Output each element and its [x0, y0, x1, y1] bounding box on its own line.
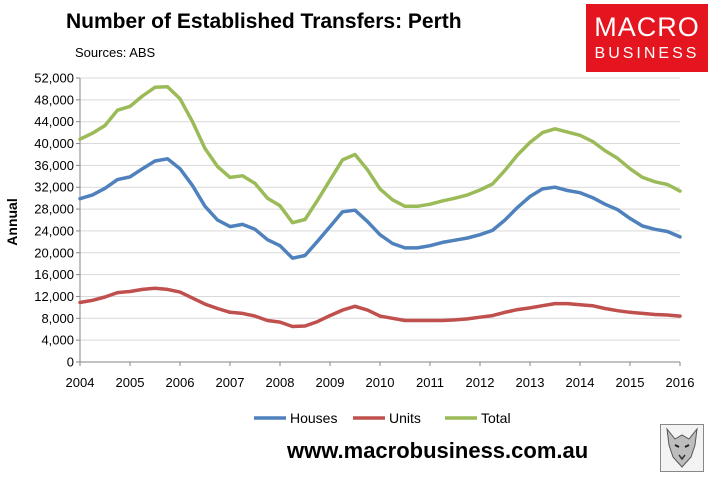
legend-label-houses: Houses [290, 410, 337, 426]
legend-label-units: Units [389, 410, 421, 426]
series-line-houses [78, 157, 682, 260]
legend-label-total: Total [481, 410, 511, 426]
plot-area [80, 78, 680, 362]
x-tick-label: 2008 [266, 375, 295, 390]
series-lines [78, 84, 682, 329]
x-tick-label: 2004 [66, 375, 95, 390]
y-tick-label: 32,000 [34, 180, 74, 195]
x-tick-label: 2012 [466, 375, 495, 390]
chart-title: Number of Established Transfers: Perth [66, 10, 462, 33]
y-tick-label: 12,000 [34, 289, 74, 304]
x-tick-label: 2013 [516, 375, 545, 390]
y-tick-label: 48,000 [34, 92, 74, 107]
y-tick-label: 8,000 [41, 311, 74, 326]
y-tick-label: 16,000 [34, 267, 74, 282]
y-tick-label: 20,000 [34, 245, 74, 260]
y-tick-label: 4,000 [41, 333, 74, 348]
y-axis-label: Annual [4, 198, 20, 245]
y-tick-label: 52,000 [34, 71, 74, 86]
logo-line-2: BUSINESS [594, 45, 700, 62]
x-tick-label: 2010 [366, 375, 395, 390]
x-tick-label: 2005 [116, 375, 145, 390]
series-line-units [78, 286, 682, 329]
macrobusiness-logo: MACRO BUSINESS [586, 4, 708, 72]
y-tick-label: 40,000 [34, 136, 74, 151]
y-tick-label: 44,000 [34, 114, 74, 129]
x-tick-label: 2015 [616, 375, 645, 390]
source-note: Sources: ABS [75, 45, 156, 60]
y-tick-label: 36,000 [34, 158, 74, 173]
x-tick-label: 2009 [316, 375, 345, 390]
wolf-logo-icon [660, 424, 704, 472]
x-axis-ticks: 2004 2005 2006 2007 2008 2009 2010 2011 2012 2013… [66, 362, 695, 390]
grid-lines [80, 77, 680, 362]
x-tick-label: 2016 [666, 375, 695, 390]
y-tick-label: 0 [67, 355, 74, 370]
legend: Houses Units Total [254, 410, 511, 426]
x-tick-label: 2014 [566, 375, 595, 390]
x-tick-label: 2011 [416, 375, 444, 390]
y-axis-ticks: 0 4,000 8,000 12,000 16,000 20,000 24,000 28,00… [34, 71, 80, 370]
logo-line-1: MACRO [594, 12, 700, 42]
y-tick-label: 28,000 [34, 202, 74, 217]
x-tick-label: 2006 [166, 375, 195, 390]
x-tick-label: 2007 [216, 375, 245, 390]
y-tick-label: 24,000 [34, 223, 74, 238]
series-line-total [78, 84, 682, 225]
website-url: www.macrobusiness.com.au [287, 438, 589, 463]
